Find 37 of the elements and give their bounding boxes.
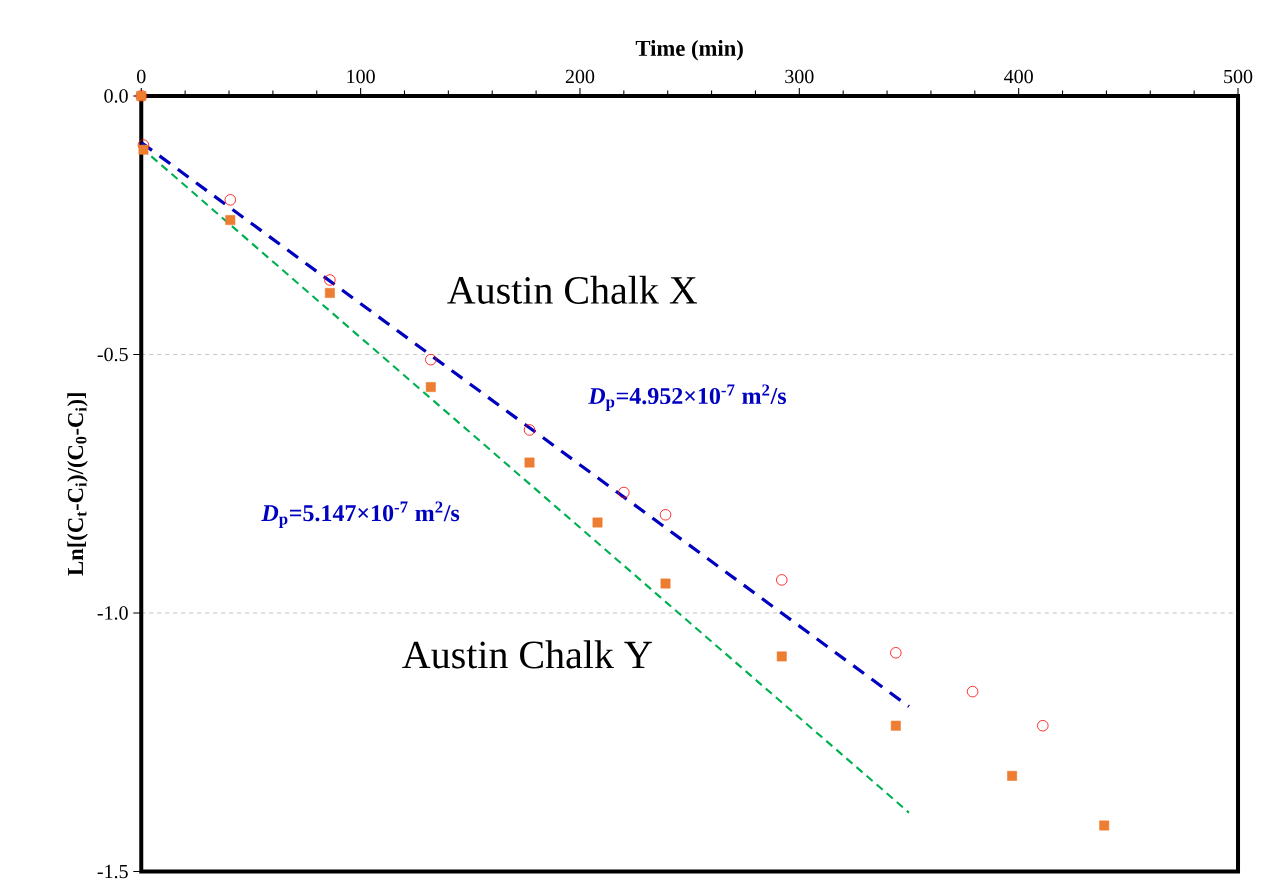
point xyxy=(618,486,630,499)
point xyxy=(660,578,671,589)
text: Ln[(C$_{t}$-C$_{i}$)/(C$_{0}$-C$_{i}$)] xyxy=(67,393,88,576)
x-tick-label: 400 xyxy=(1004,69,1033,84)
point xyxy=(138,144,149,155)
point xyxy=(776,651,787,662)
y-tick-label: -1.5 xyxy=(97,864,128,879)
x-tick-label: 100 xyxy=(347,69,375,84)
point xyxy=(224,194,237,206)
point xyxy=(524,457,535,468)
point xyxy=(1007,770,1018,781)
point xyxy=(776,574,788,586)
point xyxy=(425,382,436,392)
point xyxy=(890,646,902,659)
point xyxy=(523,424,536,436)
point xyxy=(1037,719,1049,732)
point xyxy=(324,287,335,298)
annotation: Austin Chalk Y xyxy=(402,640,652,669)
x-tick-label: 200 xyxy=(565,69,595,84)
x-tick-label: 500 xyxy=(1224,69,1253,84)
annotation: D$_{p}$=5.147×10$^{-7}$ m$^{2}$/s xyxy=(261,501,460,528)
x-tick-label: 300 xyxy=(785,69,814,84)
y-tick-label: -1.0 xyxy=(97,606,128,620)
annotation: D$_{p}$=4.952×10$^{-7}$ m$^{2}$/s xyxy=(588,384,787,411)
point xyxy=(1099,820,1110,831)
point xyxy=(225,215,236,225)
point xyxy=(659,508,672,521)
y-tick-label: -0.5 xyxy=(97,347,128,362)
point xyxy=(324,274,336,286)
point xyxy=(966,685,979,698)
x-axis-title: Time (min) xyxy=(635,39,743,61)
y-tick-label: 0.0 xyxy=(104,89,128,103)
annotation: Austin Chalk X xyxy=(447,275,698,304)
point xyxy=(890,720,901,731)
point xyxy=(592,517,603,528)
x-tick-label: 0 xyxy=(137,69,146,84)
point xyxy=(425,353,437,366)
